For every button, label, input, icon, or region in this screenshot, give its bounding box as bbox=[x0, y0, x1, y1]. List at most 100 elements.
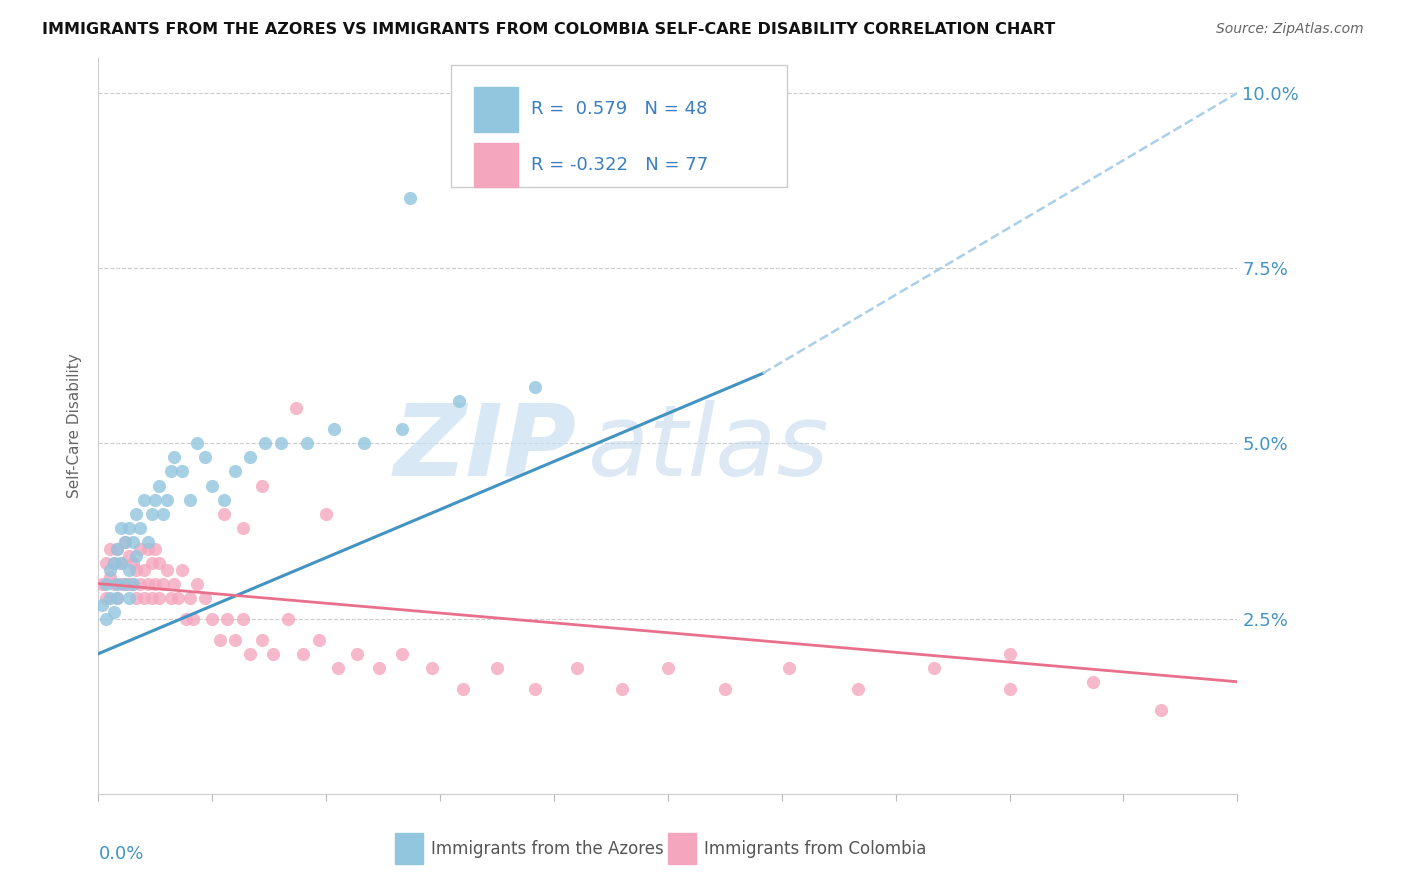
Point bbox=[148, 591, 170, 605]
Point bbox=[449, 394, 471, 409]
Point bbox=[353, 436, 375, 450]
Point bbox=[208, 632, 231, 647]
FancyBboxPatch shape bbox=[451, 65, 787, 186]
Bar bbox=[668, 833, 696, 863]
Point bbox=[224, 465, 246, 479]
Point bbox=[186, 436, 208, 450]
Point bbox=[107, 541, 129, 556]
Point bbox=[486, 661, 509, 675]
Point bbox=[998, 681, 1021, 696]
Point bbox=[118, 563, 141, 577]
Point bbox=[565, 661, 588, 675]
Point bbox=[118, 576, 141, 591]
Point bbox=[141, 591, 163, 605]
Point bbox=[107, 591, 129, 605]
Point bbox=[114, 576, 136, 591]
Point bbox=[118, 549, 141, 563]
Point bbox=[368, 661, 391, 675]
Point bbox=[201, 478, 224, 492]
Point bbox=[156, 563, 179, 577]
Point bbox=[110, 556, 132, 570]
Bar bbox=[474, 143, 517, 186]
Point bbox=[232, 612, 254, 626]
Point bbox=[922, 661, 945, 675]
Point bbox=[125, 563, 148, 577]
Point bbox=[239, 450, 262, 465]
Point bbox=[103, 576, 125, 591]
Text: IMMIGRANTS FROM THE AZORES VS IMMIGRANTS FROM COLOMBIA SELF-CARE DISABILITY CORR: IMMIGRANTS FROM THE AZORES VS IMMIGRANTS… bbox=[42, 22, 1056, 37]
Point bbox=[114, 576, 136, 591]
Point bbox=[163, 450, 186, 465]
Point bbox=[132, 492, 155, 507]
Text: Immigrants from the Azores: Immigrants from the Azores bbox=[432, 840, 664, 858]
Point bbox=[224, 632, 246, 647]
Point bbox=[121, 576, 143, 591]
Point bbox=[103, 556, 125, 570]
Point bbox=[183, 612, 205, 626]
Point bbox=[212, 492, 235, 507]
Point bbox=[156, 492, 179, 507]
Point bbox=[103, 556, 125, 570]
Point bbox=[524, 380, 547, 394]
Point bbox=[346, 647, 368, 661]
Point bbox=[118, 520, 141, 534]
Point bbox=[163, 576, 186, 591]
Point bbox=[239, 647, 262, 661]
Point bbox=[121, 556, 143, 570]
Point bbox=[391, 422, 413, 436]
Point bbox=[159, 591, 181, 605]
Point bbox=[148, 556, 170, 570]
Point bbox=[657, 661, 679, 675]
Point bbox=[132, 591, 155, 605]
Text: ZIP: ZIP bbox=[394, 400, 576, 497]
Point bbox=[212, 507, 235, 521]
Point bbox=[125, 549, 148, 563]
Point bbox=[129, 576, 152, 591]
Point bbox=[179, 492, 201, 507]
Point bbox=[714, 681, 737, 696]
Text: Source: ZipAtlas.com: Source: ZipAtlas.com bbox=[1216, 22, 1364, 37]
Point bbox=[94, 556, 117, 570]
Text: R =  0.579   N = 48: R = 0.579 N = 48 bbox=[531, 101, 707, 119]
Point bbox=[315, 507, 337, 521]
Point bbox=[250, 632, 273, 647]
Point bbox=[326, 661, 349, 675]
Bar bbox=[474, 87, 517, 131]
Point bbox=[174, 612, 197, 626]
Point bbox=[91, 576, 114, 591]
Point bbox=[277, 612, 299, 626]
Point bbox=[1081, 674, 1104, 689]
Point bbox=[103, 605, 125, 619]
Point bbox=[297, 436, 319, 450]
Point bbox=[94, 612, 117, 626]
Point bbox=[322, 422, 344, 436]
Point bbox=[270, 436, 292, 450]
Point bbox=[232, 520, 254, 534]
Text: atlas: atlas bbox=[588, 400, 830, 497]
Point bbox=[98, 563, 121, 577]
Point bbox=[262, 647, 284, 661]
Point bbox=[391, 647, 413, 661]
Text: 0.0%: 0.0% bbox=[98, 846, 143, 863]
Point bbox=[398, 191, 420, 205]
Point bbox=[125, 507, 148, 521]
Y-axis label: Self-Care Disability: Self-Care Disability bbox=[67, 353, 83, 499]
Point bbox=[179, 591, 201, 605]
Point bbox=[422, 661, 444, 675]
Point bbox=[167, 591, 190, 605]
Point bbox=[145, 541, 167, 556]
Point bbox=[186, 576, 208, 591]
Point bbox=[107, 591, 129, 605]
Point bbox=[217, 612, 239, 626]
Point bbox=[778, 661, 800, 675]
Point bbox=[148, 478, 170, 492]
Point bbox=[110, 520, 132, 534]
Point bbox=[118, 591, 141, 605]
Point bbox=[107, 576, 129, 591]
Point bbox=[308, 632, 330, 647]
Point bbox=[125, 591, 148, 605]
Point bbox=[132, 563, 155, 577]
Point bbox=[284, 401, 307, 416]
Point bbox=[136, 576, 159, 591]
Point bbox=[145, 576, 167, 591]
